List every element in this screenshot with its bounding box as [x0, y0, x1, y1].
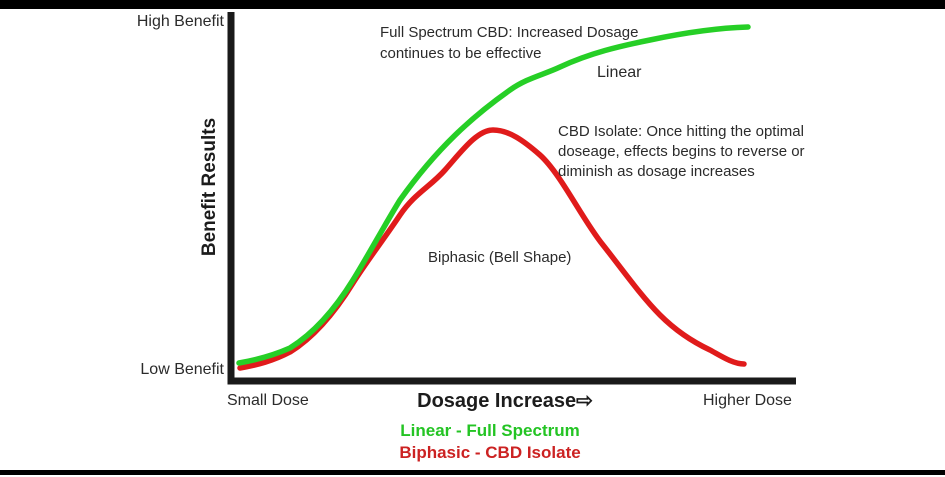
y-axis-title: Benefit Results — [199, 117, 220, 257]
y-axis-high-label: High Benefit — [136, 13, 224, 30]
biphasic-curve-label: Biphasic (Bell Shape) — [428, 249, 572, 266]
legend-entry-biphasic-cbd-isolate: Biphasic - CBD Isolate — [399, 443, 581, 462]
y-axis-low-label: Low Benefit — [140, 361, 224, 378]
x-axis-small-dose-label: Small Dose — [227, 392, 309, 409]
top-border-bar — [0, 0, 945, 9]
cbd-isolate-annotation: CBD Isolate: Once hitting the optimal do… — [558, 123, 805, 180]
legend: Linear - Full Spectrum Biphasic - CBD Is… — [230, 420, 750, 464]
legend-entry-linear-full-spectrum: Linear - Full Spectrum — [400, 421, 580, 440]
x-axis-title: Dosage Increase⇨ — [417, 390, 593, 412]
full-spectrum-annotation: Full Spectrum CBD: Increased Dosage cont… — [380, 24, 639, 62]
linear-curve-label: Linear — [597, 64, 642, 81]
x-axis-higher-dose-label: Higher Dose — [703, 392, 792, 409]
bottom-border-bar — [0, 470, 945, 475]
linear-full-spectrum-curve — [236, 24, 751, 366]
